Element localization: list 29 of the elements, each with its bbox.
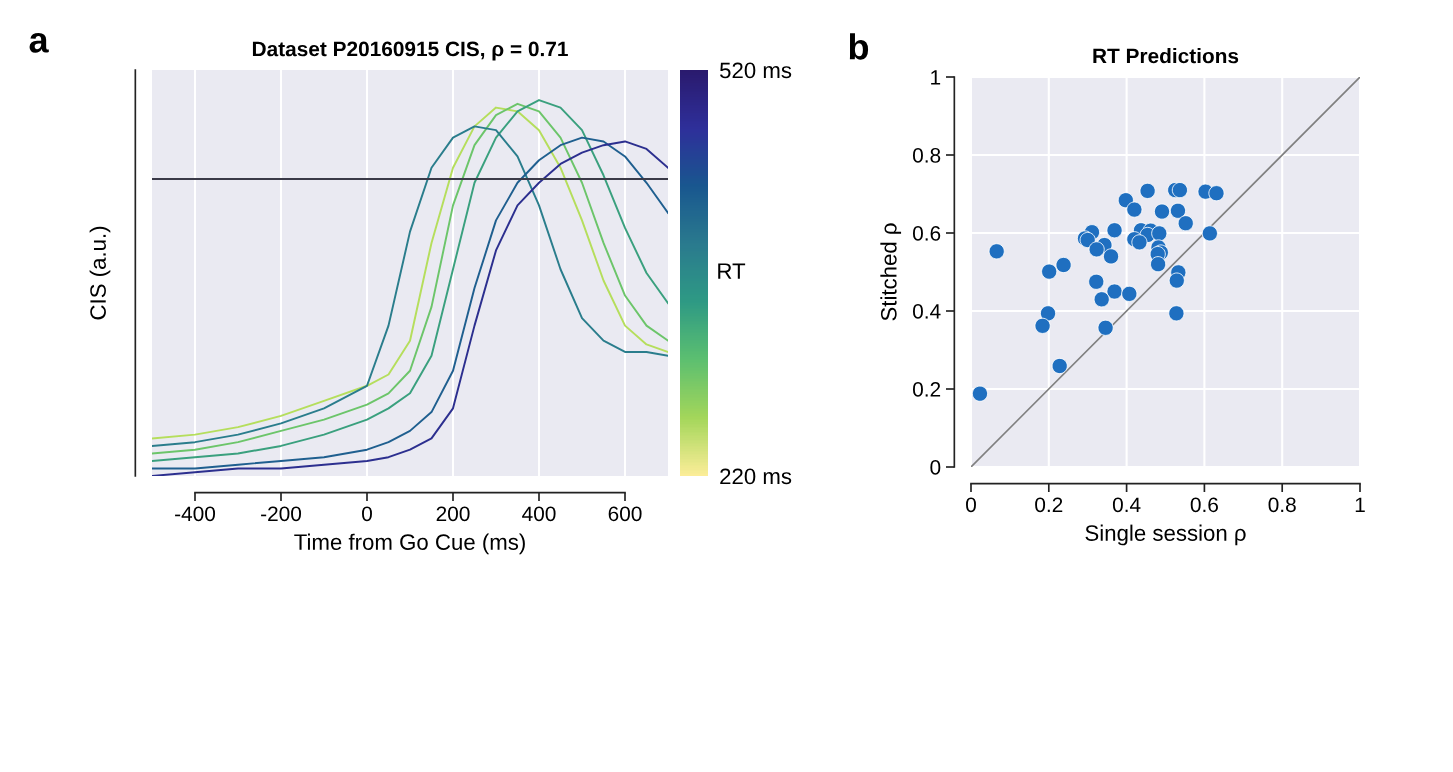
- x-tick-label: -200: [261, 506, 302, 522]
- y-axis-title: CIS (a.u.): [89, 226, 111, 320]
- y-tick-label: 0: [930, 460, 941, 475]
- y-tick-label: 0.2: [912, 382, 941, 397]
- x-tick-label: 1: [1355, 497, 1365, 512]
- text: b: [849, 33, 869, 60]
- y-axis-title: Stitched ρ: [880, 223, 902, 321]
- y-tick-label: 0.8: [912, 148, 941, 163]
- text: a: [29, 32, 49, 53]
- x-axis-title: Single session ρ: [1085, 524, 1246, 546]
- color-bar-title: RT: [718, 263, 746, 279]
- x-tick-label: 0.4: [1112, 497, 1141, 513]
- x-tick-label: -400: [175, 506, 216, 522]
- y-tick-label: 1: [931, 70, 941, 85]
- x-axis-title: Time from Go Cue (ms): [294, 533, 525, 555]
- chart-title: Dataset P20160915 CIS, ρ = 0.71: [252, 41, 568, 61]
- x-tick-label: 400: [522, 506, 556, 522]
- x-tick-label: 0: [966, 497, 976, 513]
- x-tick-label: 0.2: [1035, 497, 1063, 513]
- x-tick-label: 0.6: [1190, 497, 1218, 513]
- x-tick-label: 600: [608, 506, 642, 522]
- x-tick-label: 0.8: [1268, 497, 1296, 513]
- x-tick-label: 200: [436, 506, 470, 522]
- y-tick-label: 0.4: [912, 304, 941, 319]
- y-tick-label: 0.6: [912, 226, 941, 241]
- x-tick-label: 0: [362, 506, 372, 522]
- color-bar-label: 520 ms: [720, 62, 792, 79]
- chart-title: RT Predictions: [1093, 48, 1239, 64]
- color-bar-label: 220 ms: [720, 468, 792, 485]
